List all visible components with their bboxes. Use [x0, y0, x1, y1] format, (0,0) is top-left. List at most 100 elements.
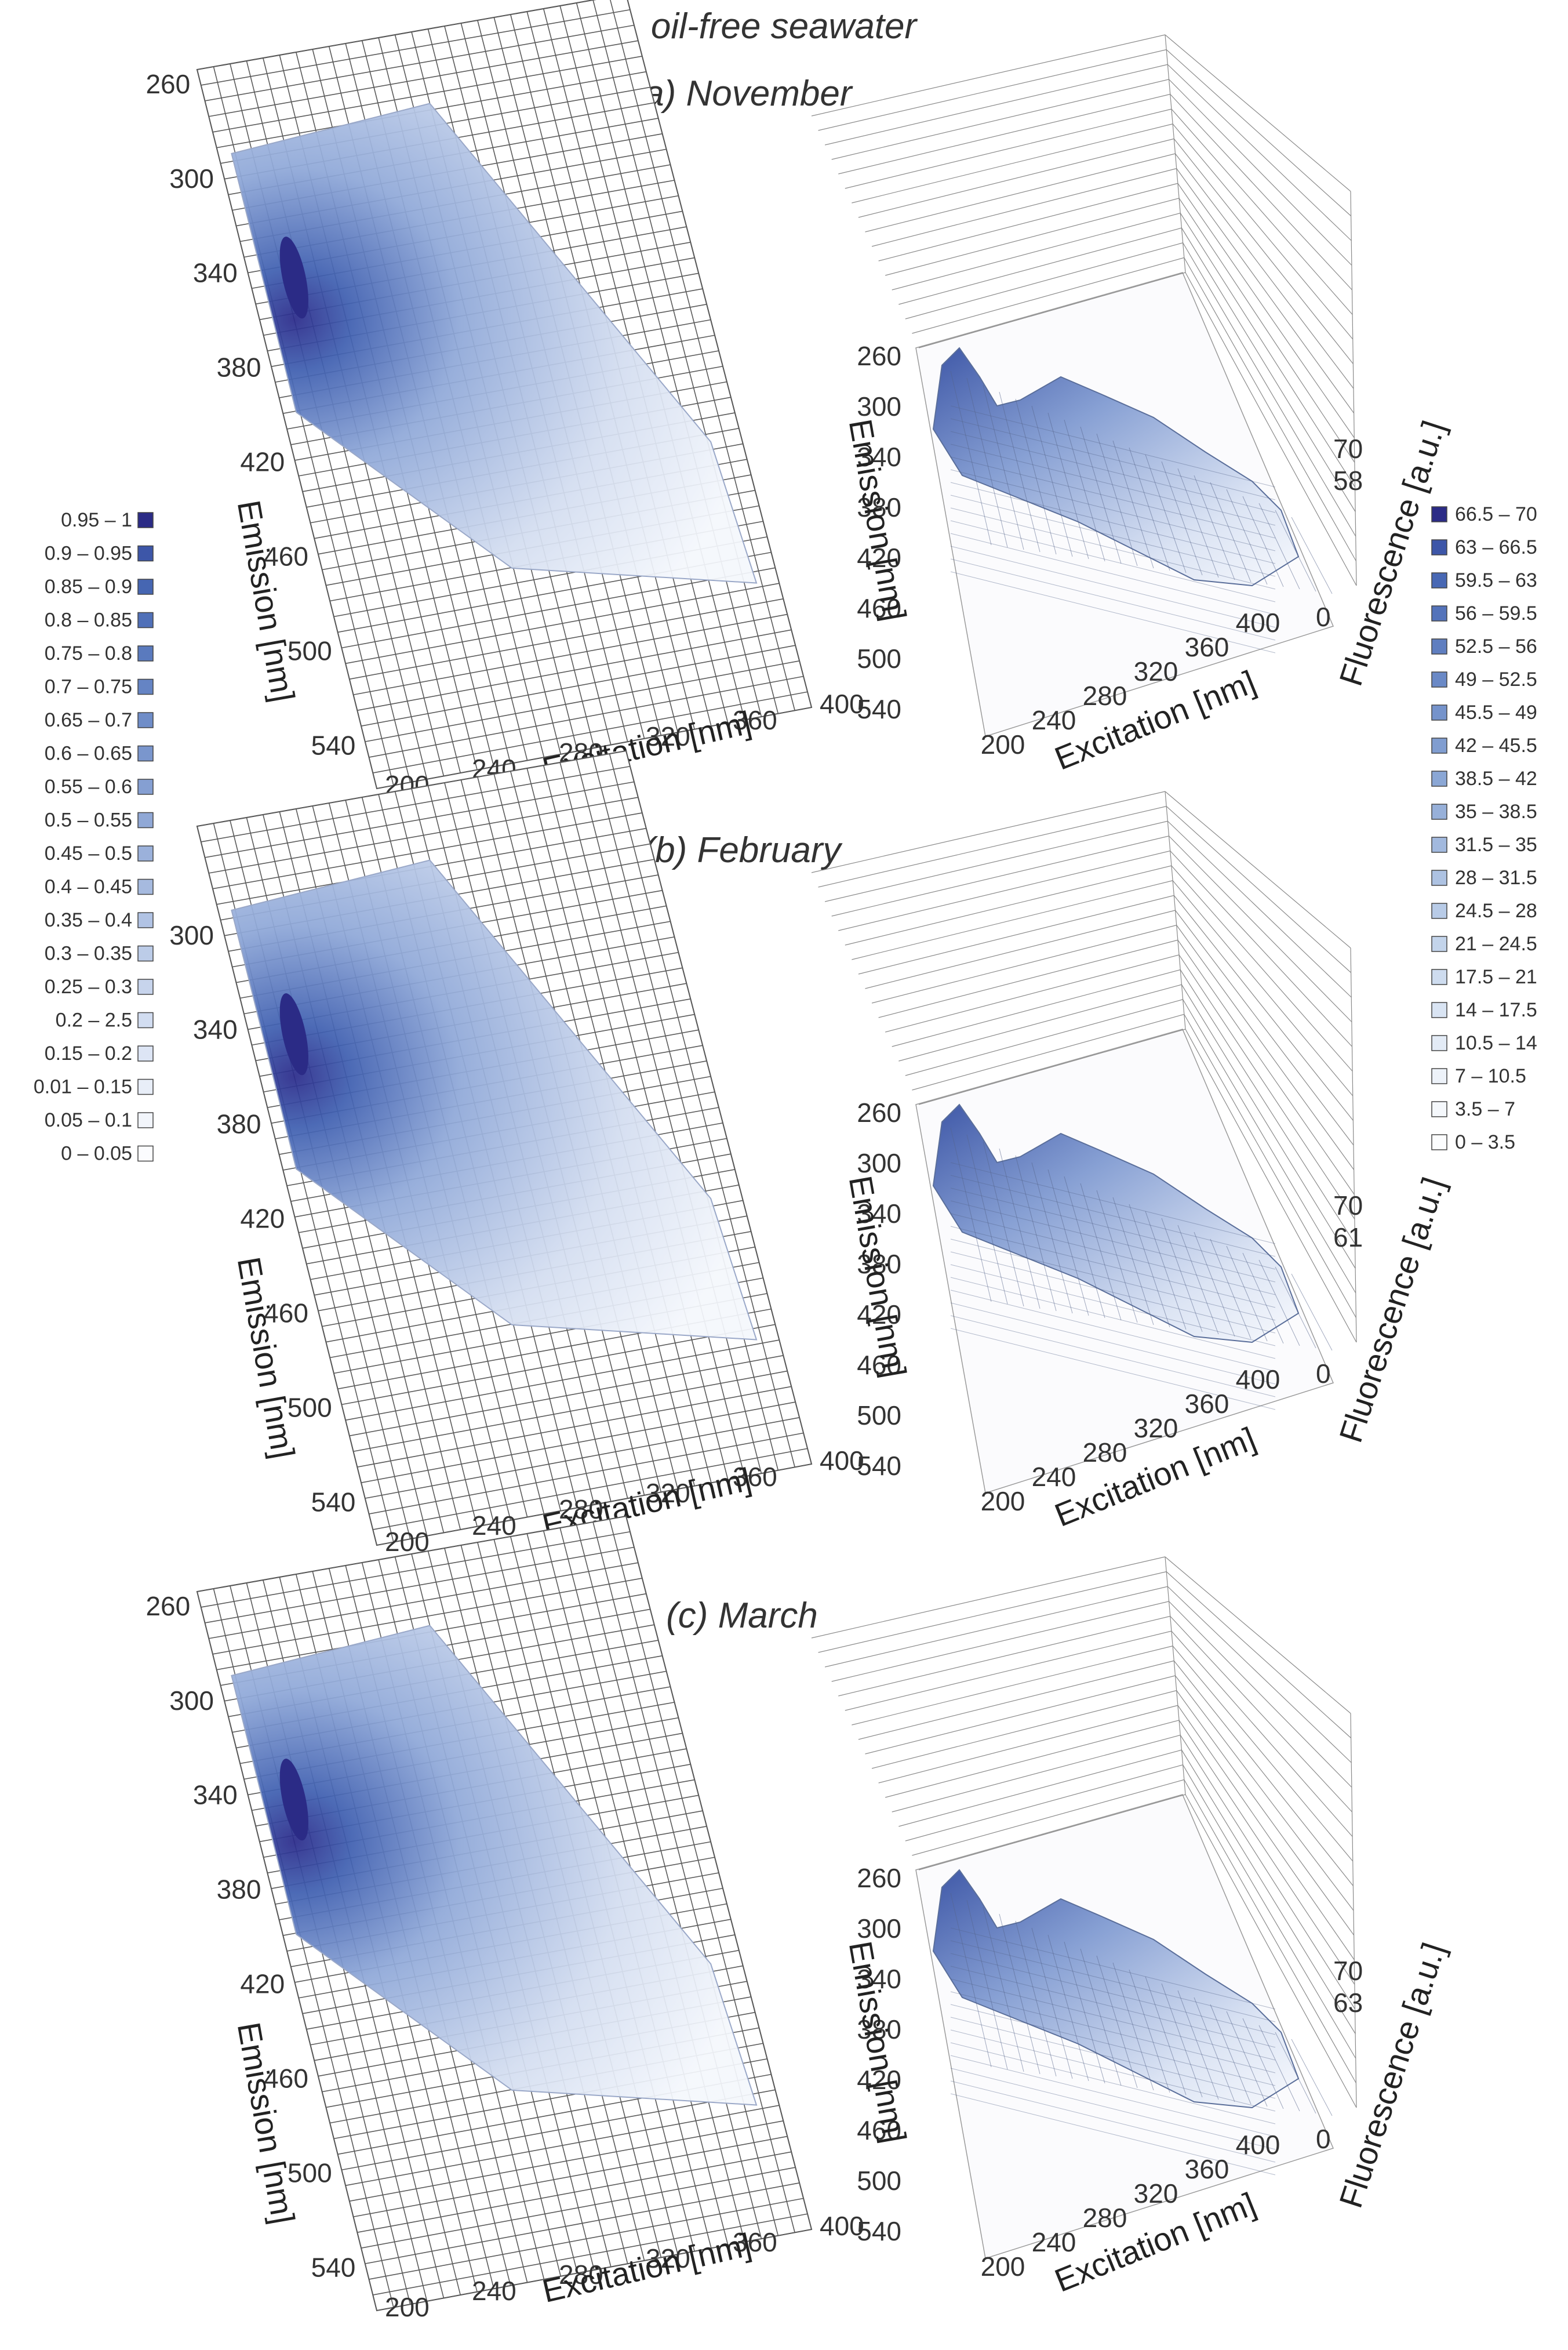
surface-mesh-line: [1112, 1962, 1154, 2091]
emission-tick: 340: [857, 1964, 901, 1994]
grid-line: [209, 797, 639, 874]
grid-line: [369, 675, 804, 758]
surface-mesh-line: [1258, 2025, 1300, 2112]
fluorescence-tick: 70: [1333, 1956, 1363, 1986]
grid-line: [201, 1531, 631, 1608]
surface-chart: 2603003403804204605005402002402803203604…: [811, 1556, 1452, 2299]
surface-mesh-line: [950, 507, 1276, 590]
legend-fluorescence-swatch: [1431, 1002, 1447, 1018]
surface-mesh-line: [950, 1213, 1276, 1295]
back-wall-grid-line: [892, 212, 1181, 290]
back-wall-grid-line: [885, 198, 1180, 276]
corner-edge: [1165, 791, 1186, 1030]
side-wall-grid-line: [1180, 213, 1356, 488]
legend-fluorescence-label: 38.5 – 42: [1455, 768, 1537, 790]
grid-line: [361, 645, 796, 727]
side-wall-grid-line: [1169, 836, 1352, 1022]
emission-tick: 460: [264, 2064, 308, 2094]
panel-title: (c) March: [666, 1596, 818, 1636]
excitation-tick: 200: [981, 729, 1025, 760]
legend-fluorescence-swatch: [1431, 638, 1447, 655]
legend-fluorescence-label: 10.5 – 14: [1455, 1032, 1537, 1054]
grid-line: [212, 812, 642, 889]
surface-mesh-line: [950, 469, 1276, 551]
back-wall-grid-line: [811, 791, 1166, 873]
surface-mesh-line: [1210, 482, 1252, 583]
side-wall-grid-line: [1173, 895, 1354, 1121]
surface-mesh-line: [983, 1141, 1024, 1307]
surface-mesh-line: [1096, 1190, 1138, 1323]
side-wall-grid-line: [1178, 1720, 1355, 1985]
emission-tick: 300: [169, 920, 214, 950]
surface-mesh-line: [950, 405, 1276, 488]
back-wall-grid-line: [918, 1794, 1186, 1870]
emission-tick: 260: [857, 1863, 901, 1893]
surface-mesh-line: [1145, 454, 1187, 573]
surface-mesh-line: [950, 2068, 1276, 2150]
emission-tick: 460: [857, 593, 901, 623]
excitation-tick: 400: [820, 689, 864, 719]
emission-tick: 540: [311, 2253, 356, 2283]
emission-axis-label: Emission [nm]: [842, 416, 914, 623]
legend-normalized-label: 0.35 – 0.4: [45, 909, 132, 931]
surface-mesh-line: [950, 533, 1276, 615]
excitation-tick: 360: [733, 2227, 777, 2257]
side-wall-grid-line: [1180, 1735, 1356, 2010]
legend-fluorescence-label: 0 – 3.5: [1455, 1131, 1515, 1153]
emission-tick: 500: [857, 1400, 901, 1430]
fluorescence-region: [231, 103, 758, 584]
grid-line: [373, 1448, 808, 1530]
surface-mesh-line: [950, 1893, 992, 2068]
back-wall-grid-line: [918, 1029, 1186, 1105]
excitation-tick: 240: [472, 1510, 516, 1541]
back-wall-grid-line: [878, 1705, 1178, 1784]
surface-mesh-line: [950, 1927, 1276, 2010]
grid-line: [341, 567, 776, 649]
emission-tick: 540: [857, 1451, 901, 1481]
grid-line: [345, 2105, 780, 2186]
grid-line: [357, 2151, 792, 2233]
side-wall-grid-line: [1167, 820, 1352, 998]
surface-mesh-line: [950, 1264, 1276, 1346]
legend-fluorescence-label: 66.5 – 70: [1455, 503, 1537, 525]
grid-line: [373, 2213, 808, 2295]
side-wall-grid-line: [1170, 1616, 1352, 1813]
excitation-tick: 240: [472, 2276, 516, 2306]
emission-tick: 340: [857, 442, 901, 472]
back-wall-grid-line: [892, 1734, 1181, 1813]
side-wall-grid-line: [1171, 1630, 1353, 1837]
grid-line: [376, 1463, 812, 1546]
side-wall-grid-line: [1165, 34, 1351, 192]
grid-line: [353, 1370, 788, 1452]
emission-tick: 460: [857, 1350, 901, 1380]
side-wall-grid-line: [1184, 257, 1356, 561]
grid-line: [369, 1432, 804, 1514]
surface-mesh-line: [1161, 461, 1203, 576]
emission-tick: 500: [857, 644, 901, 674]
grid-line: [373, 691, 808, 773]
fluorescence-surface: [932, 347, 1300, 587]
heatmap-chart: 300340380420460500540200240280320360400E…: [169, 750, 864, 1557]
side-wall-grid-line: [1184, 1014, 1356, 1318]
emission-tick: 500: [288, 1393, 332, 1423]
surface-mesh-line: [1015, 1155, 1057, 1312]
surface-mesh-line: [1258, 1259, 1300, 1346]
side-wall-grid-line: [1169, 1601, 1352, 1788]
legend-normalized-label: 0.4 – 0.45: [45, 876, 132, 898]
back-wall-grid-line: [852, 1646, 1173, 1726]
surface-mesh-line: [950, 520, 1276, 602]
back-wall-grid-line: [824, 820, 1168, 902]
legend-fluorescence-swatch: [1431, 1101, 1447, 1117]
fluorescence-surface: [932, 1103, 1300, 1343]
grid-line: [212, 56, 642, 133]
excitation-tick: 400: [1236, 2130, 1280, 2160]
side-wall-grid-line: [1185, 1794, 1357, 2108]
excitation-tick: 360: [1185, 632, 1229, 662]
legend-fluorescence-swatch: [1431, 738, 1447, 754]
back-wall-grid-line: [905, 242, 1183, 319]
emission-tick: 500: [857, 2166, 901, 2196]
legend-fluorescence-swatch: [1431, 605, 1447, 622]
legend-fluorescence-swatch: [1431, 936, 1447, 952]
surface-mesh-line: [950, 1940, 1276, 2022]
